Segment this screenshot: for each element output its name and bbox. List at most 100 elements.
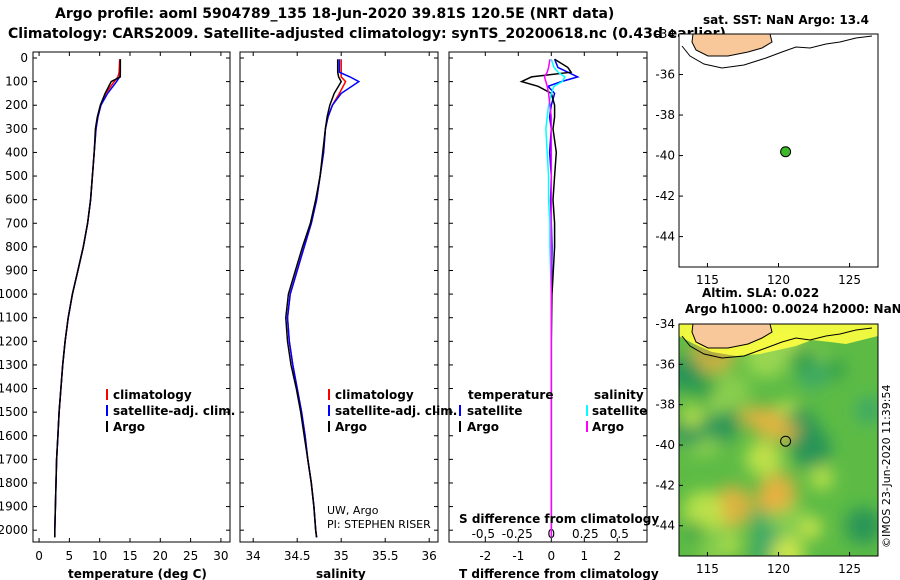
s-difference-axis-label: S difference from climatology [459,512,659,526]
x-tick-label: 2 [613,549,621,563]
series-line-satellite [286,59,361,538]
legend-s-satellite-swatch [586,405,588,416]
map1-contour [681,35,873,69]
legend-satellite: satellite-adj. clim. [335,404,457,418]
sla-blob [854,396,878,425]
map2-axes: 115 120 125 -34 -36 -38 -40 -42 -44 [655,317,861,576]
legend-t-satellite-swatch [459,405,461,416]
sla-blob [704,407,740,443]
legend-temperature-header: temperature [468,388,553,402]
depth-tick-label: 1600 [0,429,28,443]
sla-blob [750,405,783,438]
credit-line-1: UW, Argo [327,504,379,517]
salinity-plot: 34 34.5 35 35.5 36 [246,52,437,563]
temperature-panel-frame [32,51,231,543]
series-line-argo [285,59,343,538]
difference-plot: -2 -1 0 1 2-0.5 -0.25 0 0.25 0.5 [472,52,629,563]
x-tick-label: 0 [547,549,555,563]
sla-blob [774,421,794,441]
s-tick-label: 0.25 [572,527,599,541]
depth-tick-label: 2000 [0,523,28,537]
legend-t-argo: Argo [467,420,499,434]
depth-tick-label: 300 [5,122,28,136]
legend-salinity-header: salinity [594,388,644,402]
depth-tick-label: 1200 [0,334,28,348]
temperature-legend: climatology satellite-adj. clim. Argo [106,388,235,434]
legend-t-satellite: satellite [467,404,522,418]
x-tick-label: 34 [246,549,261,563]
difference-legend: temperature satellite Argo salinity sate… [459,388,647,434]
depth-tick-label: 1300 [0,358,28,372]
legend-climatology-swatch [328,389,330,400]
s-tick-label: -0.5 [472,527,495,541]
title-line-1: Argo profile: aoml 5904789_135 18-Jun-20… [55,6,615,22]
sla-blob [790,427,832,469]
imos-stamp: ©IMOS 23-Jun-2020 11:39:54 [880,384,893,548]
map1-axes: 115 120 125 -34 -36 -38 -40 -42 -44 [655,27,861,287]
x-tick-label: 30 [213,549,228,563]
depth-tick-label: 700 [5,216,28,230]
sla-blob [707,397,725,415]
map-x-tick-label: 125 [838,562,861,576]
legend-climatology-swatch [106,389,108,400]
sla-blob [844,507,878,545]
map-x-tick-label: 120 [767,562,790,576]
map-y-tick-label: -44 [655,230,675,244]
sla-blob [759,472,798,511]
difference-panel-frame [448,51,648,543]
temperature-plot: 0 5 10 15 20 25 30 [35,52,229,563]
depth-tick-label: 1400 [0,382,28,396]
map2-title-2: Argo h1000: 0.0024 h2000: NaN [685,302,900,316]
depth-tick-label: 1100 [0,311,28,325]
legend-argo-swatch [106,421,108,432]
depth-tick-label: 1900 [0,500,28,514]
s-tick-label: -0.25 [502,527,533,541]
x-tick-label: 34.5 [284,549,311,563]
series-line-s-argo [543,59,553,538]
map2-title-1: Altim. SLA: 0.022 [702,286,819,300]
map-y-tick-label: -42 [655,189,675,203]
salinity-panel-frame [239,51,439,543]
legend-s-argo: Argo [592,420,624,434]
legend-t-argo-swatch [459,421,461,432]
x-tick-label: 35.5 [372,549,399,563]
x-tick-label: -2 [479,549,491,563]
map1-title: sat. SST: NaN Argo: 13.4 [703,13,869,27]
temperature-axis-label: temperature (deg C) [68,567,207,580]
depth-axis: 0 100 200 300 400 500 600 700 800 900 1000 1100 1200… [0,51,647,537]
map-y-tick-label: -40 [655,438,675,452]
series-line-satellite [54,59,122,538]
sla-blob [826,359,847,380]
map-x-tick-label: 115 [696,273,719,287]
depth-tick-label: 600 [5,193,28,207]
x-tick-label: 20 [153,549,168,563]
legend-satellite-swatch [328,405,330,416]
map-y-tick-label: -36 [655,357,675,371]
series-line-climatology [286,59,347,538]
legend-climatology: climatology [113,388,192,402]
sla-blob [745,441,780,477]
legend-s-satellite: satellite [592,404,647,418]
argo-float-marker [780,435,792,447]
sla-blob [789,345,817,373]
depth-tick-label: 800 [5,240,28,254]
map-y-tick-label: -38 [655,398,675,412]
depth-tick-label: 100 [5,75,28,89]
map-y-tick-label: -40 [655,149,675,163]
depth-tick-label: 900 [5,263,28,277]
series-line-s-satellite [545,58,566,538]
depth-tick-label: 1800 [0,476,28,490]
legend-argo: Argo [335,420,367,434]
depth-tick-label: 0 [20,51,28,65]
map-y-tick-label: -36 [655,68,675,82]
sla-blob [685,521,704,540]
argo-float-marker [780,146,792,158]
sla-blob [679,355,702,392]
sla-blob [680,405,703,429]
x-tick-label: -1 [512,549,524,563]
s-tick-label: 0.5 [610,527,629,541]
sla-blob [809,466,834,490]
depth-tick-label: 1000 [0,287,28,301]
x-tick-label: 10 [92,549,107,563]
